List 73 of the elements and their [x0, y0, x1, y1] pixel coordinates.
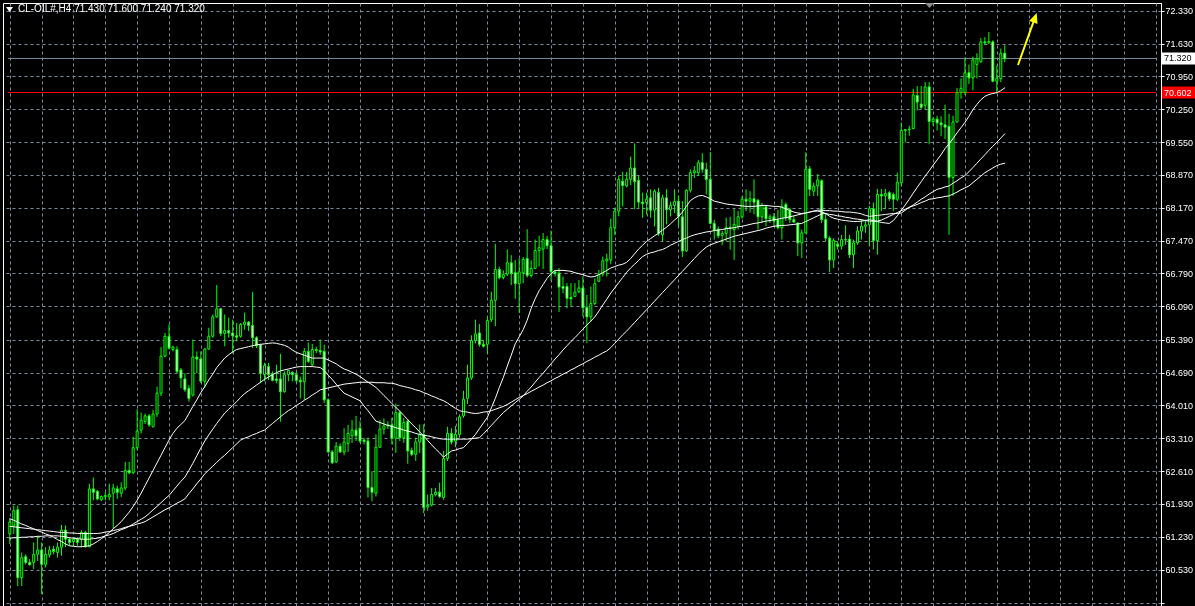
candlestick: [199, 350, 203, 384]
candlestick: [633, 142, 637, 210]
candlestick: [629, 156, 633, 186]
y-tick-label: 65.390: [1165, 335, 1194, 346]
candlestick: [963, 57, 967, 96]
chart-title: CL-OIL#,H4 71.430 71.600 71.240 71.320: [18, 3, 206, 14]
candlestick: [358, 420, 362, 444]
candlestick: [40, 541, 44, 595]
candlestick: [724, 217, 728, 242]
candlestick: [780, 198, 784, 241]
candlestick: [414, 437, 418, 462]
y-tick-label: 61.230: [1165, 532, 1194, 543]
candlestick: [36, 535, 40, 562]
candlestick: [282, 370, 286, 394]
candlestick: [971, 56, 975, 91]
y-tick-label: 68.170: [1165, 203, 1194, 214]
y-tick-label: 66.790: [1165, 268, 1194, 279]
candlestick: [123, 461, 127, 491]
candlestick: [935, 115, 939, 132]
candlestick: [776, 209, 780, 231]
ref-line-label: 70.602: [1164, 87, 1192, 98]
candlestick: [513, 259, 517, 300]
y-tick-label: 66.090: [1165, 301, 1194, 312]
candlestick: [649, 188, 653, 219]
candlestick: [251, 291, 255, 349]
y-tick-label: 64.010: [1165, 400, 1194, 411]
candlestick: [334, 441, 338, 464]
y-tick-label: 60.530: [1165, 565, 1194, 576]
candlestick: [541, 232, 545, 270]
y-tick-label: 64.690: [1165, 368, 1194, 379]
candlestick: [231, 319, 235, 354]
candlestick: [848, 234, 852, 259]
candlestick: [832, 237, 836, 269]
candlestick: [601, 256, 605, 278]
candlestick: [517, 258, 521, 314]
ref-line-label: 71.320: [1164, 53, 1192, 64]
candlestick: [760, 202, 764, 224]
candlestick: [235, 322, 239, 342]
candlestick: [505, 249, 509, 277]
candlestick: [919, 85, 923, 110]
y-tick-label: 62.610: [1165, 466, 1194, 477]
candlestick: [44, 546, 48, 569]
candlestick: [772, 212, 776, 227]
candlestick: [354, 415, 358, 442]
candlestick: [227, 317, 231, 339]
candlestick: [111, 483, 115, 530]
y-tick-label: 63.310: [1165, 433, 1194, 444]
y-tick-label: 67.470: [1165, 236, 1194, 247]
candlestick: [32, 541, 36, 570]
candlestick: [569, 282, 573, 307]
candlestick: [509, 254, 513, 286]
candlestick: [342, 427, 346, 456]
y-tick-label: 70.950: [1165, 71, 1194, 82]
candlestick: [521, 256, 525, 284]
candlestick: [537, 235, 541, 268]
candlestick: [645, 192, 649, 215]
candlestick: [672, 188, 676, 214]
y-tick-label: 69.550: [1165, 137, 1194, 148]
candlestick: [477, 323, 481, 348]
candlestick: [525, 228, 529, 278]
candlestick: [557, 267, 561, 313]
y-tick-label: 70.250: [1165, 104, 1194, 115]
y-tick-label: 68.870: [1165, 170, 1194, 181]
candlestick: [883, 188, 887, 210]
candlestick: [346, 424, 350, 453]
candlestick: [732, 208, 736, 261]
y-tick-label: 72.330: [1165, 6, 1194, 17]
candlestick: [748, 190, 752, 214]
candlestick: [278, 353, 282, 423]
candlestick: [485, 316, 489, 355]
y-tick-label: 71.630: [1165, 39, 1194, 50]
y-tick-label: 61.930: [1165, 499, 1194, 510]
candlestick: [796, 222, 800, 257]
